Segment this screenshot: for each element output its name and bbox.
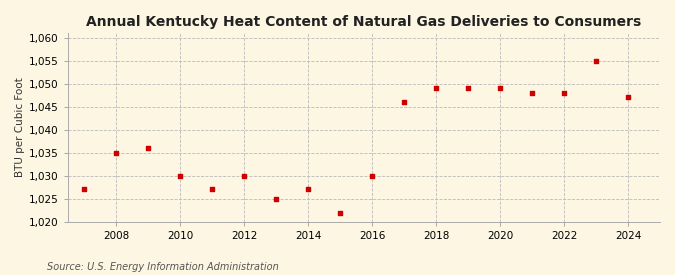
Y-axis label: BTU per Cubic Foot: BTU per Cubic Foot — [15, 78, 25, 177]
Point — [271, 197, 281, 201]
Point — [142, 146, 153, 150]
Point — [175, 174, 186, 178]
Point — [111, 150, 122, 155]
Point — [431, 86, 441, 90]
Point — [591, 58, 601, 63]
Point — [78, 187, 89, 192]
Point — [207, 187, 217, 192]
Title: Annual Kentucky Heat Content of Natural Gas Deliveries to Consumers: Annual Kentucky Heat Content of Natural … — [86, 15, 642, 29]
Point — [526, 90, 537, 95]
Point — [495, 86, 506, 90]
Point — [462, 86, 473, 90]
Point — [367, 174, 377, 178]
Point — [335, 210, 346, 215]
Point — [302, 187, 313, 192]
Point — [559, 90, 570, 95]
Text: Source: U.S. Energy Information Administration: Source: U.S. Energy Information Administ… — [47, 262, 279, 272]
Point — [398, 100, 409, 104]
Point — [622, 95, 633, 100]
Point — [238, 174, 249, 178]
